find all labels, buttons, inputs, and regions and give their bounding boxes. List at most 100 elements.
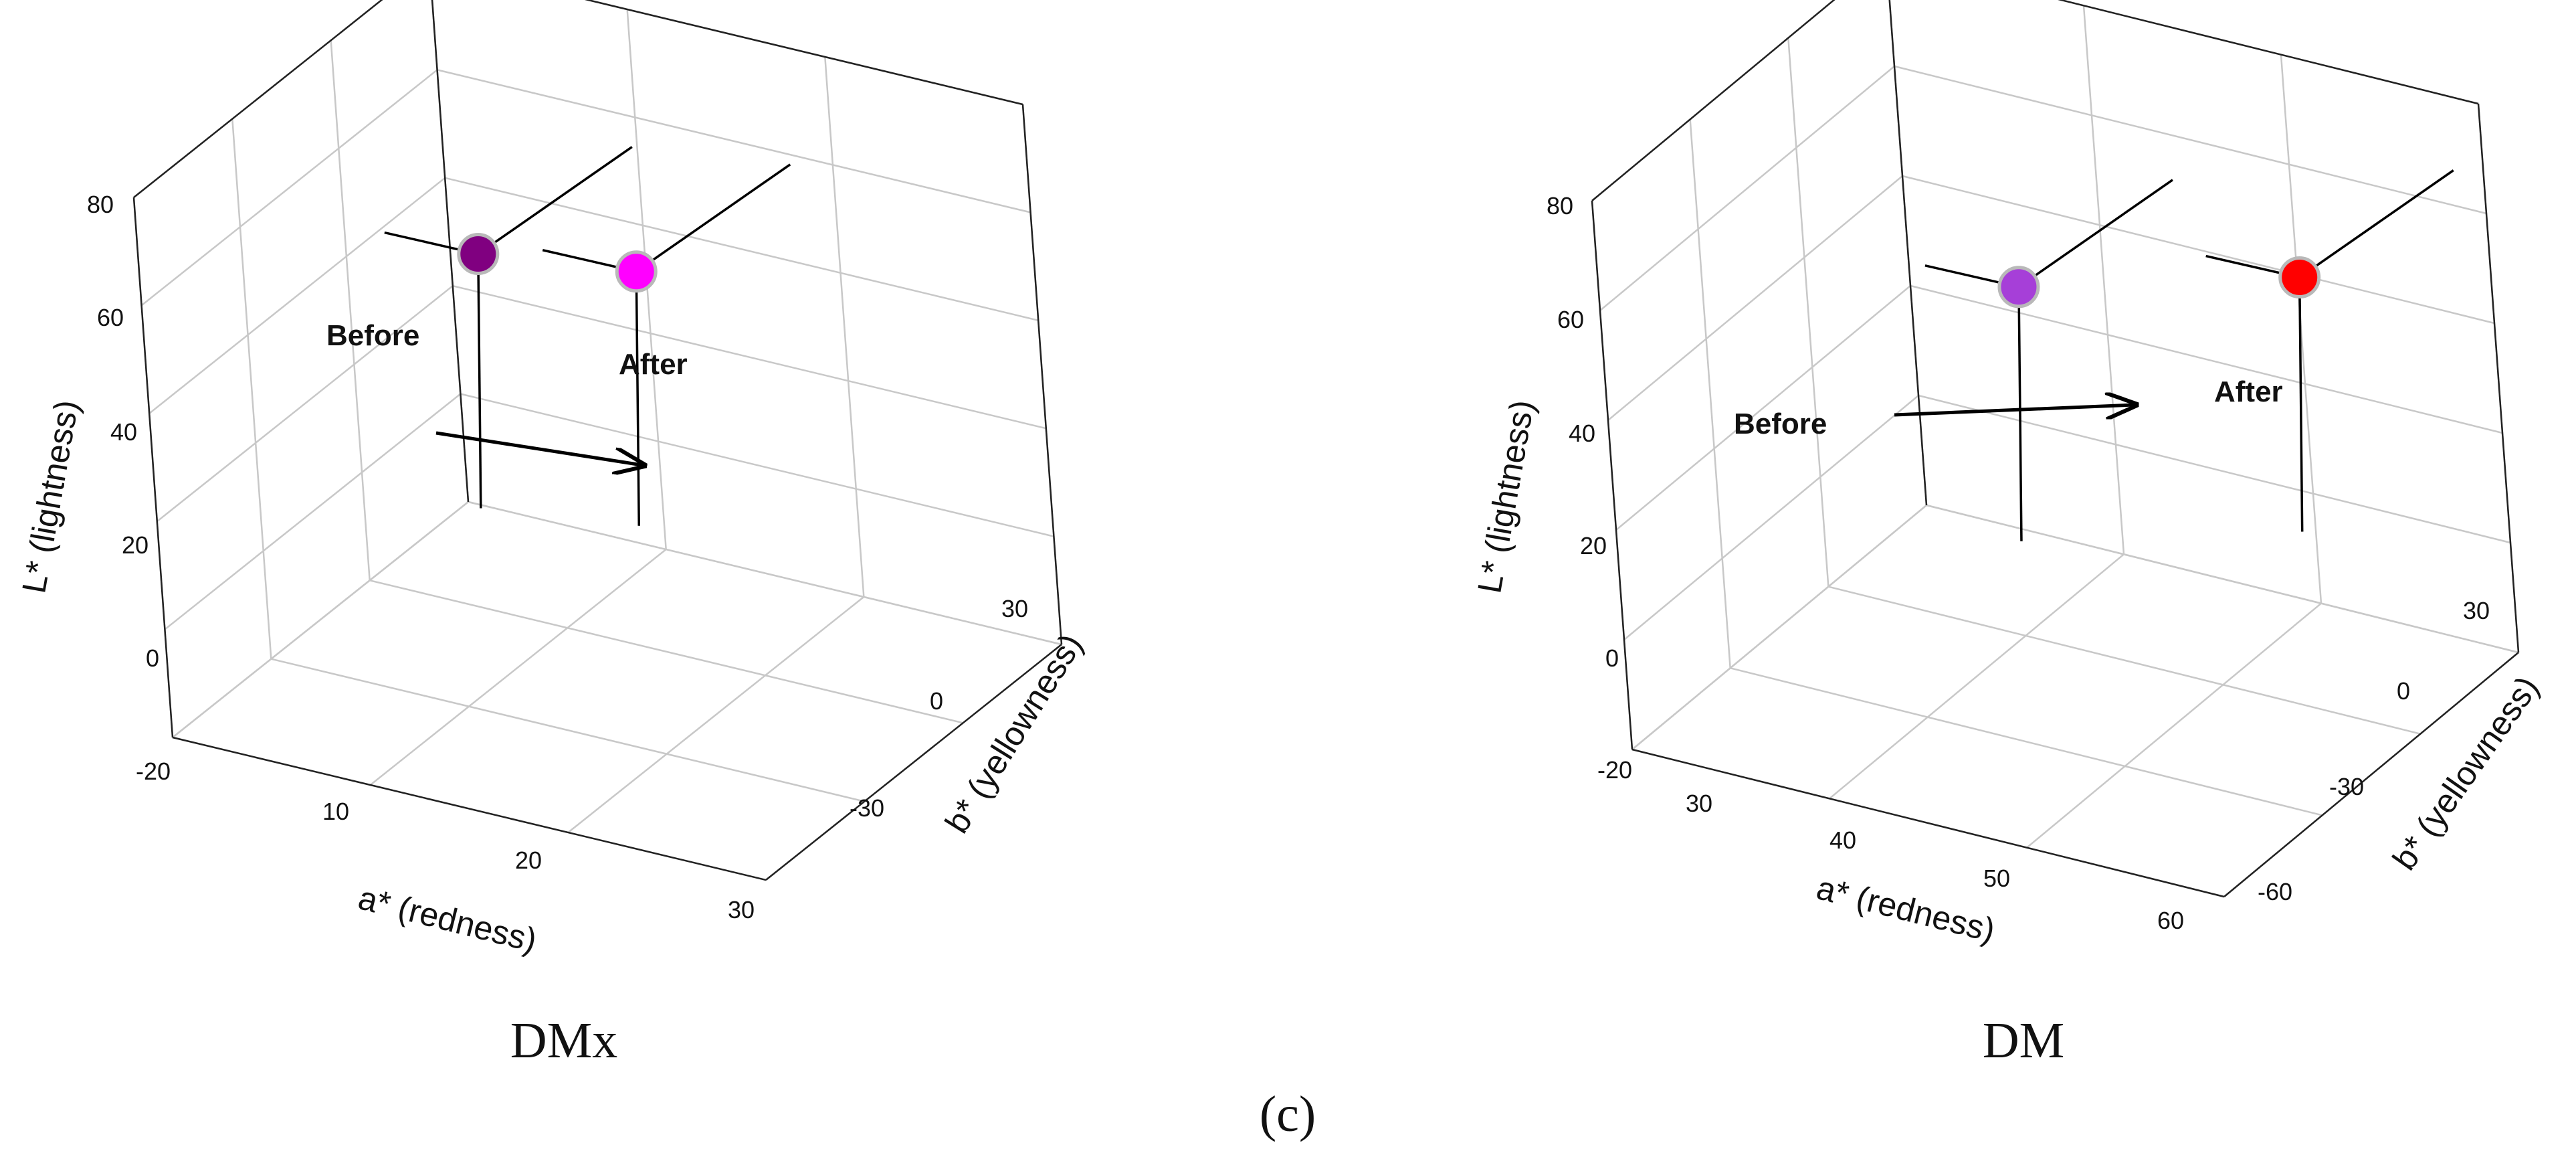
after-point-marker	[615, 250, 658, 293]
before-after-arrow	[1894, 405, 2134, 415]
gridline	[1689, 119, 1731, 669]
y-tick-label: 30	[1001, 595, 1028, 622]
after-point-label: After	[2214, 375, 2283, 408]
before-after-arrow	[435, 431, 642, 465]
y-tick-label: 30	[2463, 597, 2490, 624]
gridline	[231, 118, 272, 659]
gridline	[1730, 667, 2322, 816]
y-tick-label: -30	[2329, 773, 2364, 800]
gridline	[1623, 395, 1919, 640]
gridline	[2082, 5, 2125, 555]
x-tick-label: 10	[322, 798, 349, 825]
drop-line-vertical	[2298, 277, 2304, 532]
y-axis-label: b* (yellowness)	[938, 627, 1090, 839]
y-tick-label: 0	[2397, 677, 2410, 705]
chart-dm: 80 60 40 20 0 -20 30 40 50 60 30 0 -30 -…	[1470, 0, 2546, 1069]
axis-edge	[2223, 652, 2519, 897]
drop-lines	[384, 146, 791, 526]
x-tick-label: 40	[1829, 826, 1856, 854]
gridline	[1631, 505, 1927, 750]
gridline	[1591, 0, 1836, 201]
x-tick-label: 30	[1686, 790, 1712, 817]
gridline	[1599, 66, 1895, 311]
figure-label: (c)	[1260, 1086, 1316, 1142]
gridline	[172, 501, 469, 738]
drop-line-b	[477, 146, 633, 255]
z-tick-label: 40	[1569, 420, 1595, 447]
gridline	[1787, 37, 1829, 587]
z-tick-label: 80	[1547, 192, 1573, 219]
gridline	[1829, 553, 2124, 800]
chart-dmx: 80 60 40 20 0 -20 10 20 30 30 0 -30 L* (…	[15, 0, 1090, 1069]
gridline	[437, 69, 1031, 213]
drop-line-b	[2298, 169, 2454, 278]
gridline	[1894, 65, 2487, 215]
before-point-marker	[1997, 266, 2040, 308]
gridline	[157, 285, 454, 523]
axis-edge	[1591, 0, 1836, 201]
gridline	[140, 69, 438, 306]
data-points	[457, 233, 658, 293]
axes-frame	[1591, 0, 2520, 898]
gridline	[1828, 586, 2421, 735]
x-axis-label: a* (redness)	[355, 879, 540, 959]
gridline	[133, 0, 383, 198]
z-tick-label: 60	[1557, 306, 1584, 333]
gridline	[2026, 602, 2322, 849]
gridline	[148, 177, 445, 414]
gridline	[460, 393, 1054, 537]
gridline	[164, 393, 462, 630]
gridline	[1910, 284, 2503, 434]
gridline	[1607, 175, 1903, 421]
before-point-label: Before	[326, 319, 419, 352]
gridline	[567, 596, 865, 833]
z-axis-label: L* (lightness)	[1470, 397, 1541, 596]
x-tick-label: 50	[1983, 865, 2010, 892]
axis-edge	[172, 736, 767, 881]
drop-line-vertical	[635, 271, 640, 526]
axis-edge	[2477, 103, 2520, 653]
axis-edge	[1591, 200, 1633, 750]
y-tick-label: -30	[850, 794, 884, 822]
gridline	[2058, 0, 2479, 105]
gridline	[1918, 394, 2511, 544]
y-tick-label: 0	[930, 687, 943, 715]
z-tick-label: 40	[110, 418, 137, 446]
axis-edge	[132, 197, 174, 738]
axis-edge	[765, 644, 1062, 881]
gridline	[369, 580, 963, 724]
gridline	[271, 658, 865, 802]
before-point-label: Before	[1734, 408, 1827, 440]
gridline	[369, 549, 667, 786]
z-tick-label: 60	[97, 304, 124, 331]
axis-edge	[1021, 104, 1063, 645]
gridline	[452, 284, 1047, 430]
gridline	[1615, 285, 1911, 531]
z-tick-label: 0	[146, 644, 159, 672]
grid-walls	[1591, 0, 2520, 898]
axis-edge	[585, 0, 1023, 106]
axis-edge	[2058, 0, 2479, 105]
gridline	[444, 177, 1039, 322]
axis-edge	[431, 0, 470, 503]
gridline	[1902, 175, 2495, 325]
z-tick-label: -20	[1597, 756, 1632, 784]
gridline	[1926, 504, 2519, 654]
axes-frame	[132, 0, 1063, 881]
axis-edge	[1888, 0, 1928, 506]
gridline	[468, 501, 1062, 646]
after-point-label: After	[619, 348, 688, 381]
panel-label: DM	[1983, 1012, 2064, 1069]
before-point-marker	[457, 233, 500, 276]
gridline	[824, 56, 865, 598]
drop-line-b	[635, 163, 791, 273]
drop-line-vertical	[2017, 286, 2023, 541]
x-axis-label: a* (redness)	[1813, 869, 1999, 949]
x-tick-label: 30	[728, 896, 755, 923]
x-tick-label: 20	[515, 847, 542, 874]
data-points	[1997, 256, 2321, 308]
z-tick-label: 20	[122, 531, 148, 559]
z-tick-label: 0	[1605, 644, 1619, 672]
y-tick-label: -60	[2258, 878, 2292, 905]
